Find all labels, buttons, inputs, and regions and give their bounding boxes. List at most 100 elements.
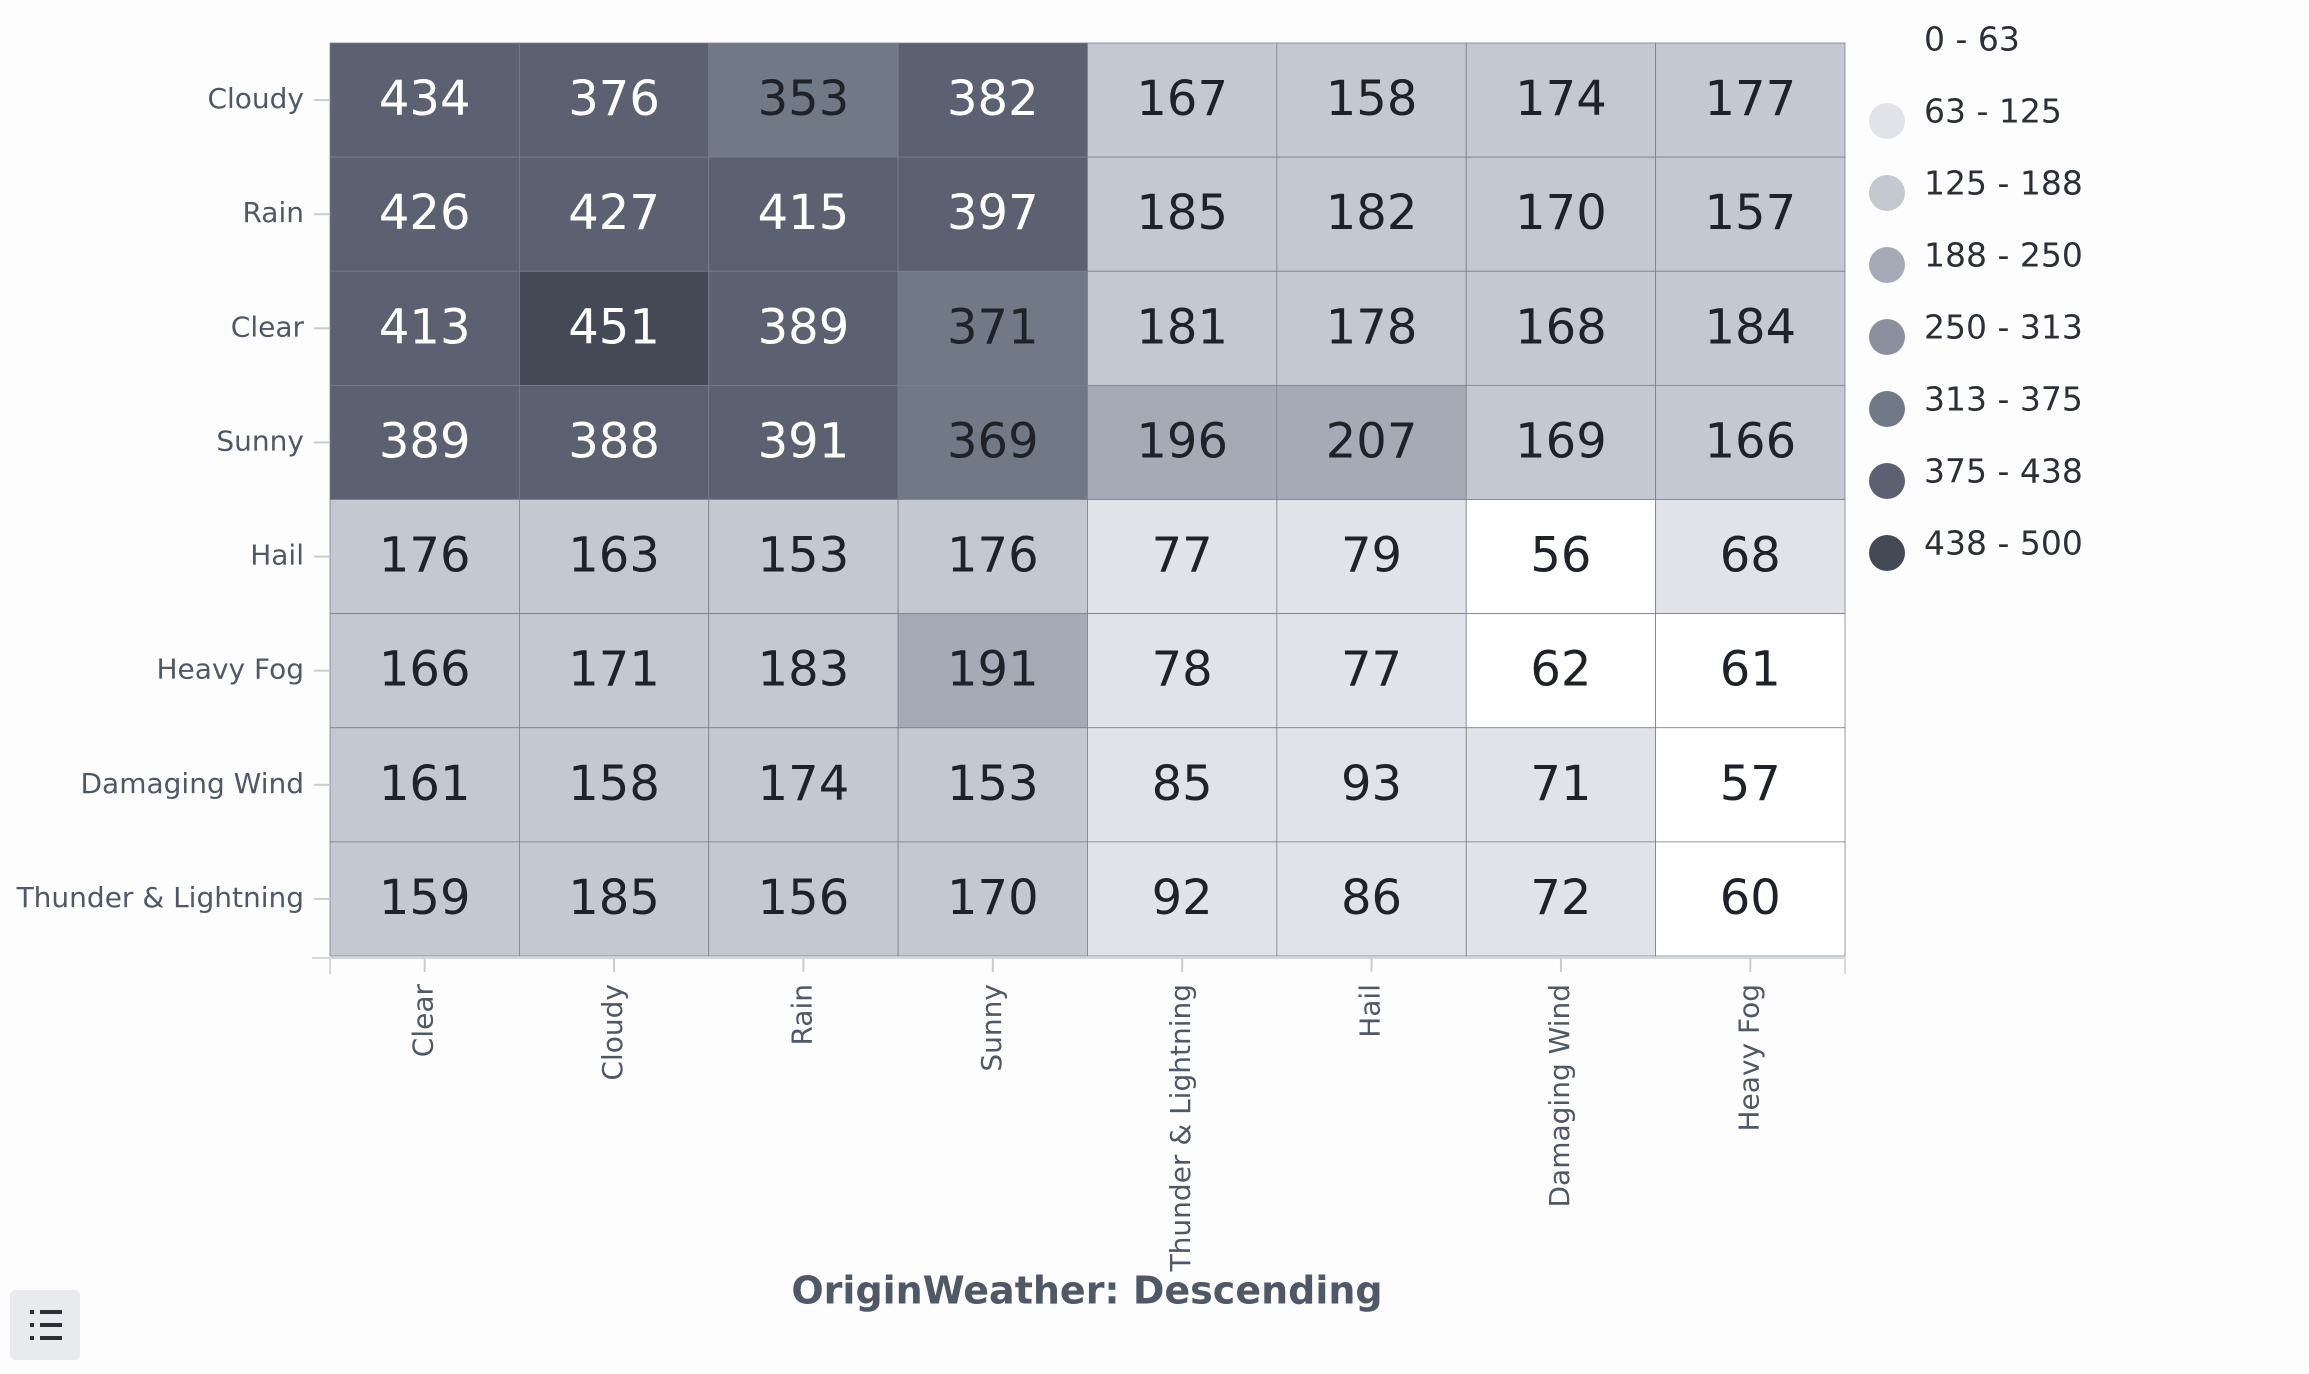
legend-label: 313 - 375 [1924,380,2083,419]
cell-label: 171 [568,642,660,698]
heatmap-cell [897,841,1088,957]
cell-label: 181 [1136,299,1228,355]
heatmap-cell [329,156,520,272]
heatmap-cell [708,384,899,500]
legend-label: 250 - 313 [1924,308,2083,347]
y-tick-label: Clear [231,310,305,343]
legend-label: 375 - 438 [1924,452,2083,491]
cell-label: 178 [1326,299,1418,355]
heatmap-cell [1655,613,1846,729]
heatmap-cell [897,499,1088,615]
heatmap-cell [1655,384,1846,500]
heatmap-cell [1655,42,1846,158]
heatmap-cell [1465,270,1657,386]
cell-label: 72 [1530,870,1591,926]
cell-label: 77 [1341,642,1402,698]
x-axis-title: OriginWeather: Descending [791,1269,1382,1313]
cell-label: 166 [1705,413,1797,469]
x-tick-label: Hail [1354,984,1387,1038]
cell-label: 163 [568,528,660,584]
cell-label: 426 [379,185,471,241]
heatmap-cell [708,270,899,386]
heatmap-cell [329,270,520,386]
legend-swatch [1869,247,1905,283]
cell-label: 182 [1326,185,1418,241]
cell-label: 183 [758,642,850,698]
cell-label: 62 [1530,642,1591,698]
cell-label: 153 [758,528,850,584]
heatmap-cell [518,42,710,158]
heatmap-cell [708,841,899,957]
cell-label: 388 [568,413,660,469]
heatmap-cell [897,270,1088,386]
heatmap-cell [329,499,520,615]
cell-label: 158 [1326,71,1418,127]
cell-label: 153 [947,756,1039,812]
cell-label: 376 [568,71,660,127]
heatmap-cell [518,841,710,957]
cell-label: 353 [758,71,850,127]
cell-label: 185 [568,870,660,926]
heatmap-cell [1655,499,1846,615]
cell-label: 207 [1326,413,1418,469]
heatmap-cell [1655,270,1846,386]
cell-label: 156 [758,870,850,926]
heatmap-cell [1087,841,1278,957]
menu-button[interactable] [10,1290,80,1360]
cell-label: 176 [947,528,1039,584]
y-tick-label: Damaging Wind [81,767,305,800]
cell-label: 168 [1515,299,1607,355]
cell-label: 170 [947,870,1039,926]
heatmap-cell [708,727,899,843]
cell-label: 157 [1705,185,1797,241]
heatmap-cell [1655,727,1846,843]
cell-label: 93 [1341,756,1402,812]
heatmap-cell [518,270,710,386]
x-tick-label: Rain [785,984,818,1046]
cell-label: 369 [947,413,1039,469]
cell-label: 382 [947,71,1039,127]
x-tick-label: Thunder & Lightning [1164,984,1197,1272]
cell-label: 60 [1720,870,1781,926]
heatmap-cell [1087,613,1278,729]
legend-swatch [1869,463,1905,499]
heatmap-cell [1465,499,1657,615]
cell-label: 158 [568,756,660,812]
heatmap-cell [708,613,899,729]
legend-label: 63 - 125 [1924,92,2062,131]
cell-label: 85 [1152,756,1213,812]
legend-label: 188 - 250 [1924,236,2083,275]
y-tick-label: Cloudy [207,82,304,115]
cell-label: 389 [379,413,471,469]
cell-label: 176 [379,528,471,584]
cell-label: 397 [947,185,1039,241]
x-tick-label: Heavy Fog [1732,984,1765,1132]
heatmap-cell [708,156,899,272]
heatmap-cell [1276,42,1467,158]
heatmap-cell [1655,841,1846,957]
cell-label: 170 [1515,185,1607,241]
heatmap-cell [708,42,899,158]
cell-label: 413 [379,299,471,355]
cell-label: 196 [1136,413,1228,469]
cell-label: 427 [568,185,660,241]
heatmap-cell [1276,841,1467,957]
cell-label: 92 [1152,870,1213,926]
heatmap-cell [1087,42,1278,158]
y-tick-label: Rain [242,196,304,229]
y-tick-label: Sunny [216,424,304,457]
heatmap-cell [1465,156,1657,272]
legend-label: 125 - 188 [1924,164,2083,203]
heatmap-cell [1276,613,1467,729]
cell-label: 68 [1720,528,1781,584]
heatmap-cell [1465,384,1657,500]
y-tick-label: Thunder & Lightning [16,881,304,914]
heatmap-cell [1465,613,1657,729]
cell-label: 71 [1530,756,1591,812]
heatmap-cell [518,156,710,272]
heatmap-cell [897,727,1088,843]
cell-label: 174 [758,756,850,812]
heatmap-cell [329,613,520,729]
